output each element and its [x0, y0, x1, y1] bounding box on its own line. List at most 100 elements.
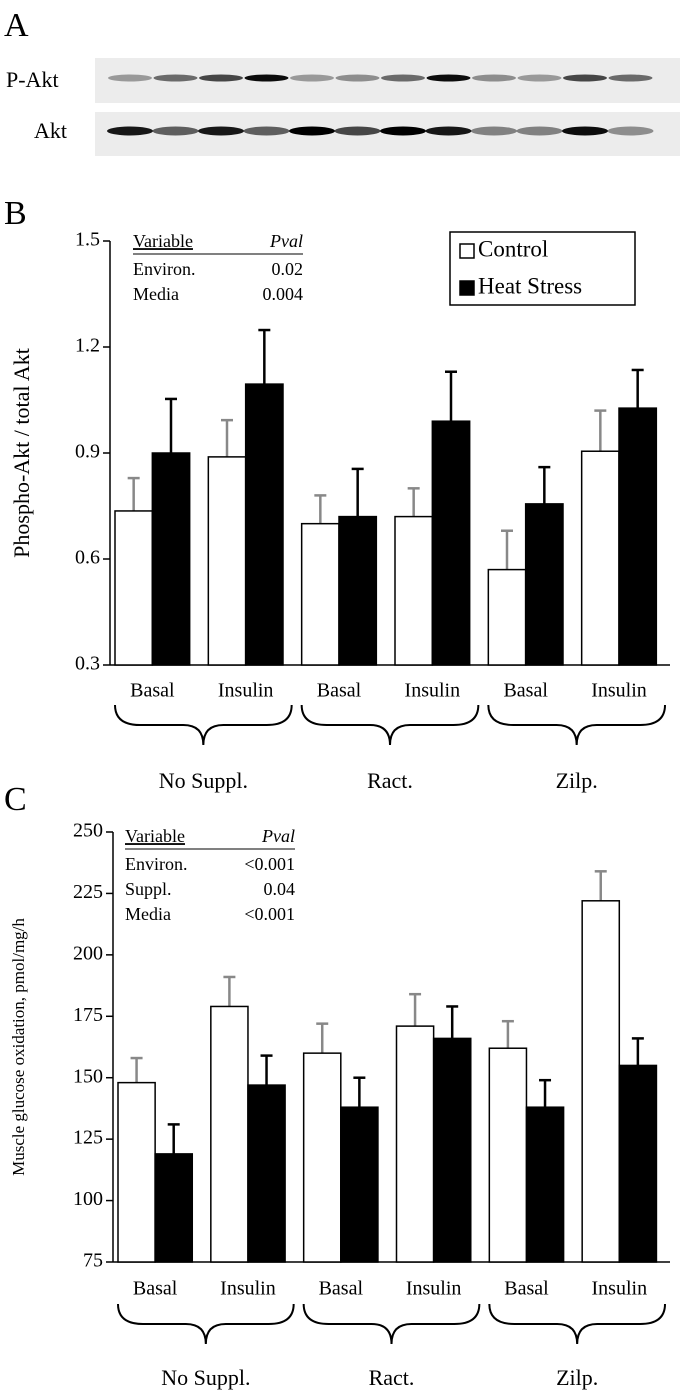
blot-band [472, 74, 516, 82]
bar [154, 1153, 194, 1263]
blot-band [516, 126, 563, 136]
bar [487, 568, 527, 666]
bar [151, 452, 191, 666]
bar [244, 383, 284, 666]
group-label: Ract. [367, 768, 413, 793]
blot-band [334, 126, 381, 136]
bar [581, 900, 621, 1263]
bar [207, 456, 247, 666]
stats-header: Pval [261, 826, 295, 846]
blot-band [290, 74, 334, 82]
blot-band [243, 126, 290, 136]
x-tick-label: Basal [133, 1278, 178, 1300]
group-label: Zilp. [556, 768, 598, 793]
stats-header: Variable [125, 826, 185, 846]
x-tick-label: Basal [130, 680, 175, 702]
blot-band [152, 126, 199, 136]
group-label: No Suppl. [161, 1365, 250, 1390]
legend-label: Control [478, 236, 548, 261]
group-brace [300, 704, 480, 746]
group-brace [302, 1303, 481, 1345]
bar [338, 515, 378, 666]
y-tick-label: 1.2 [75, 335, 100, 357]
blot-band [107, 126, 153, 136]
blot-band [108, 74, 152, 82]
y-tick-label: 125 [73, 1127, 103, 1149]
x-tick-label: Insulin [591, 680, 647, 702]
bar [394, 515, 434, 666]
bar [340, 1106, 379, 1263]
stats-variable: Media [133, 284, 179, 304]
group-brace [488, 1303, 666, 1345]
stats-pvalue: <0.001 [244, 904, 295, 924]
legend-swatch [459, 280, 475, 296]
x-tick-label: Basal [504, 1278, 549, 1300]
blot-band [381, 74, 425, 82]
blot-row-label: P-Akt [6, 67, 59, 92]
stats-variable: Suppl. [125, 879, 172, 899]
x-tick-label: Basal [319, 1278, 364, 1300]
legend-label: Heat Stress [478, 273, 582, 298]
y-axis-label: Muscle glucose oxidation, pmol/mg/h [9, 918, 28, 1176]
y-axis-label: Phospho-Akt / total Akt [9, 348, 34, 558]
group-label: No Suppl. [159, 768, 248, 793]
bar [302, 1052, 342, 1263]
stats-pvalue: <0.001 [244, 854, 295, 874]
y-tick-label: 100 [73, 1188, 103, 1210]
bar [431, 420, 471, 666]
panel-label: A [4, 7, 29, 44]
blot-band [153, 74, 198, 82]
legend-swatch [459, 243, 475, 259]
y-tick-label: 250 [73, 820, 103, 842]
blot-band [335, 74, 380, 82]
bar [488, 1047, 528, 1263]
y-tick-label: 1.5 [75, 229, 100, 251]
y-tick-label: 75 [83, 1250, 103, 1272]
bar [114, 510, 154, 666]
blot-band [380, 126, 426, 136]
bar [432, 1037, 472, 1263]
blot-band [607, 126, 654, 136]
bar [210, 1005, 249, 1263]
y-tick-label: 0.3 [75, 653, 100, 675]
blot-bands [107, 74, 654, 136]
bar [300, 522, 340, 666]
bar [117, 1081, 156, 1263]
x-tick-label: Insulin [218, 680, 274, 702]
stats-pvalue: 0.02 [272, 259, 304, 279]
blot-band [199, 74, 243, 82]
stats-variable: Environ. [125, 854, 188, 874]
x-tick-label: Basal [503, 680, 548, 702]
panel-label: B [4, 195, 27, 232]
y-tick-label: 225 [73, 881, 103, 903]
group-brace [487, 704, 666, 746]
blot-band [244, 74, 289, 82]
y-tick-label: 150 [73, 1065, 103, 1087]
bar [247, 1084, 286, 1263]
group-brace [117, 1303, 295, 1345]
bar [618, 407, 658, 666]
y-tick-label: 0.9 [75, 441, 100, 463]
legend-box [449, 231, 636, 306]
stats-variable: Environ. [133, 259, 196, 279]
blot-band [563, 74, 607, 82]
x-tick-label: Insulin [405, 680, 461, 702]
group-label: Zilp. [556, 1365, 598, 1390]
stats-header: Pval [269, 231, 303, 251]
bar [580, 450, 620, 666]
x-tick-label: Insulin [592, 1278, 648, 1300]
group-brace [114, 704, 293, 746]
blot-band [608, 74, 653, 82]
x-tick-label: Insulin [406, 1278, 462, 1300]
stats-pvalue: 0.004 [263, 284, 304, 304]
blot-band [426, 74, 471, 82]
y-tick-label: 0.6 [75, 547, 100, 569]
blot-band [562, 126, 608, 136]
blot-row-label: Akt [34, 118, 67, 143]
stats-pvalue: 0.04 [264, 879, 296, 899]
group-label: Ract. [369, 1365, 415, 1390]
y-tick-label: 175 [73, 1004, 103, 1026]
bar [525, 1106, 565, 1263]
x-tick-label: Insulin [220, 1278, 276, 1300]
